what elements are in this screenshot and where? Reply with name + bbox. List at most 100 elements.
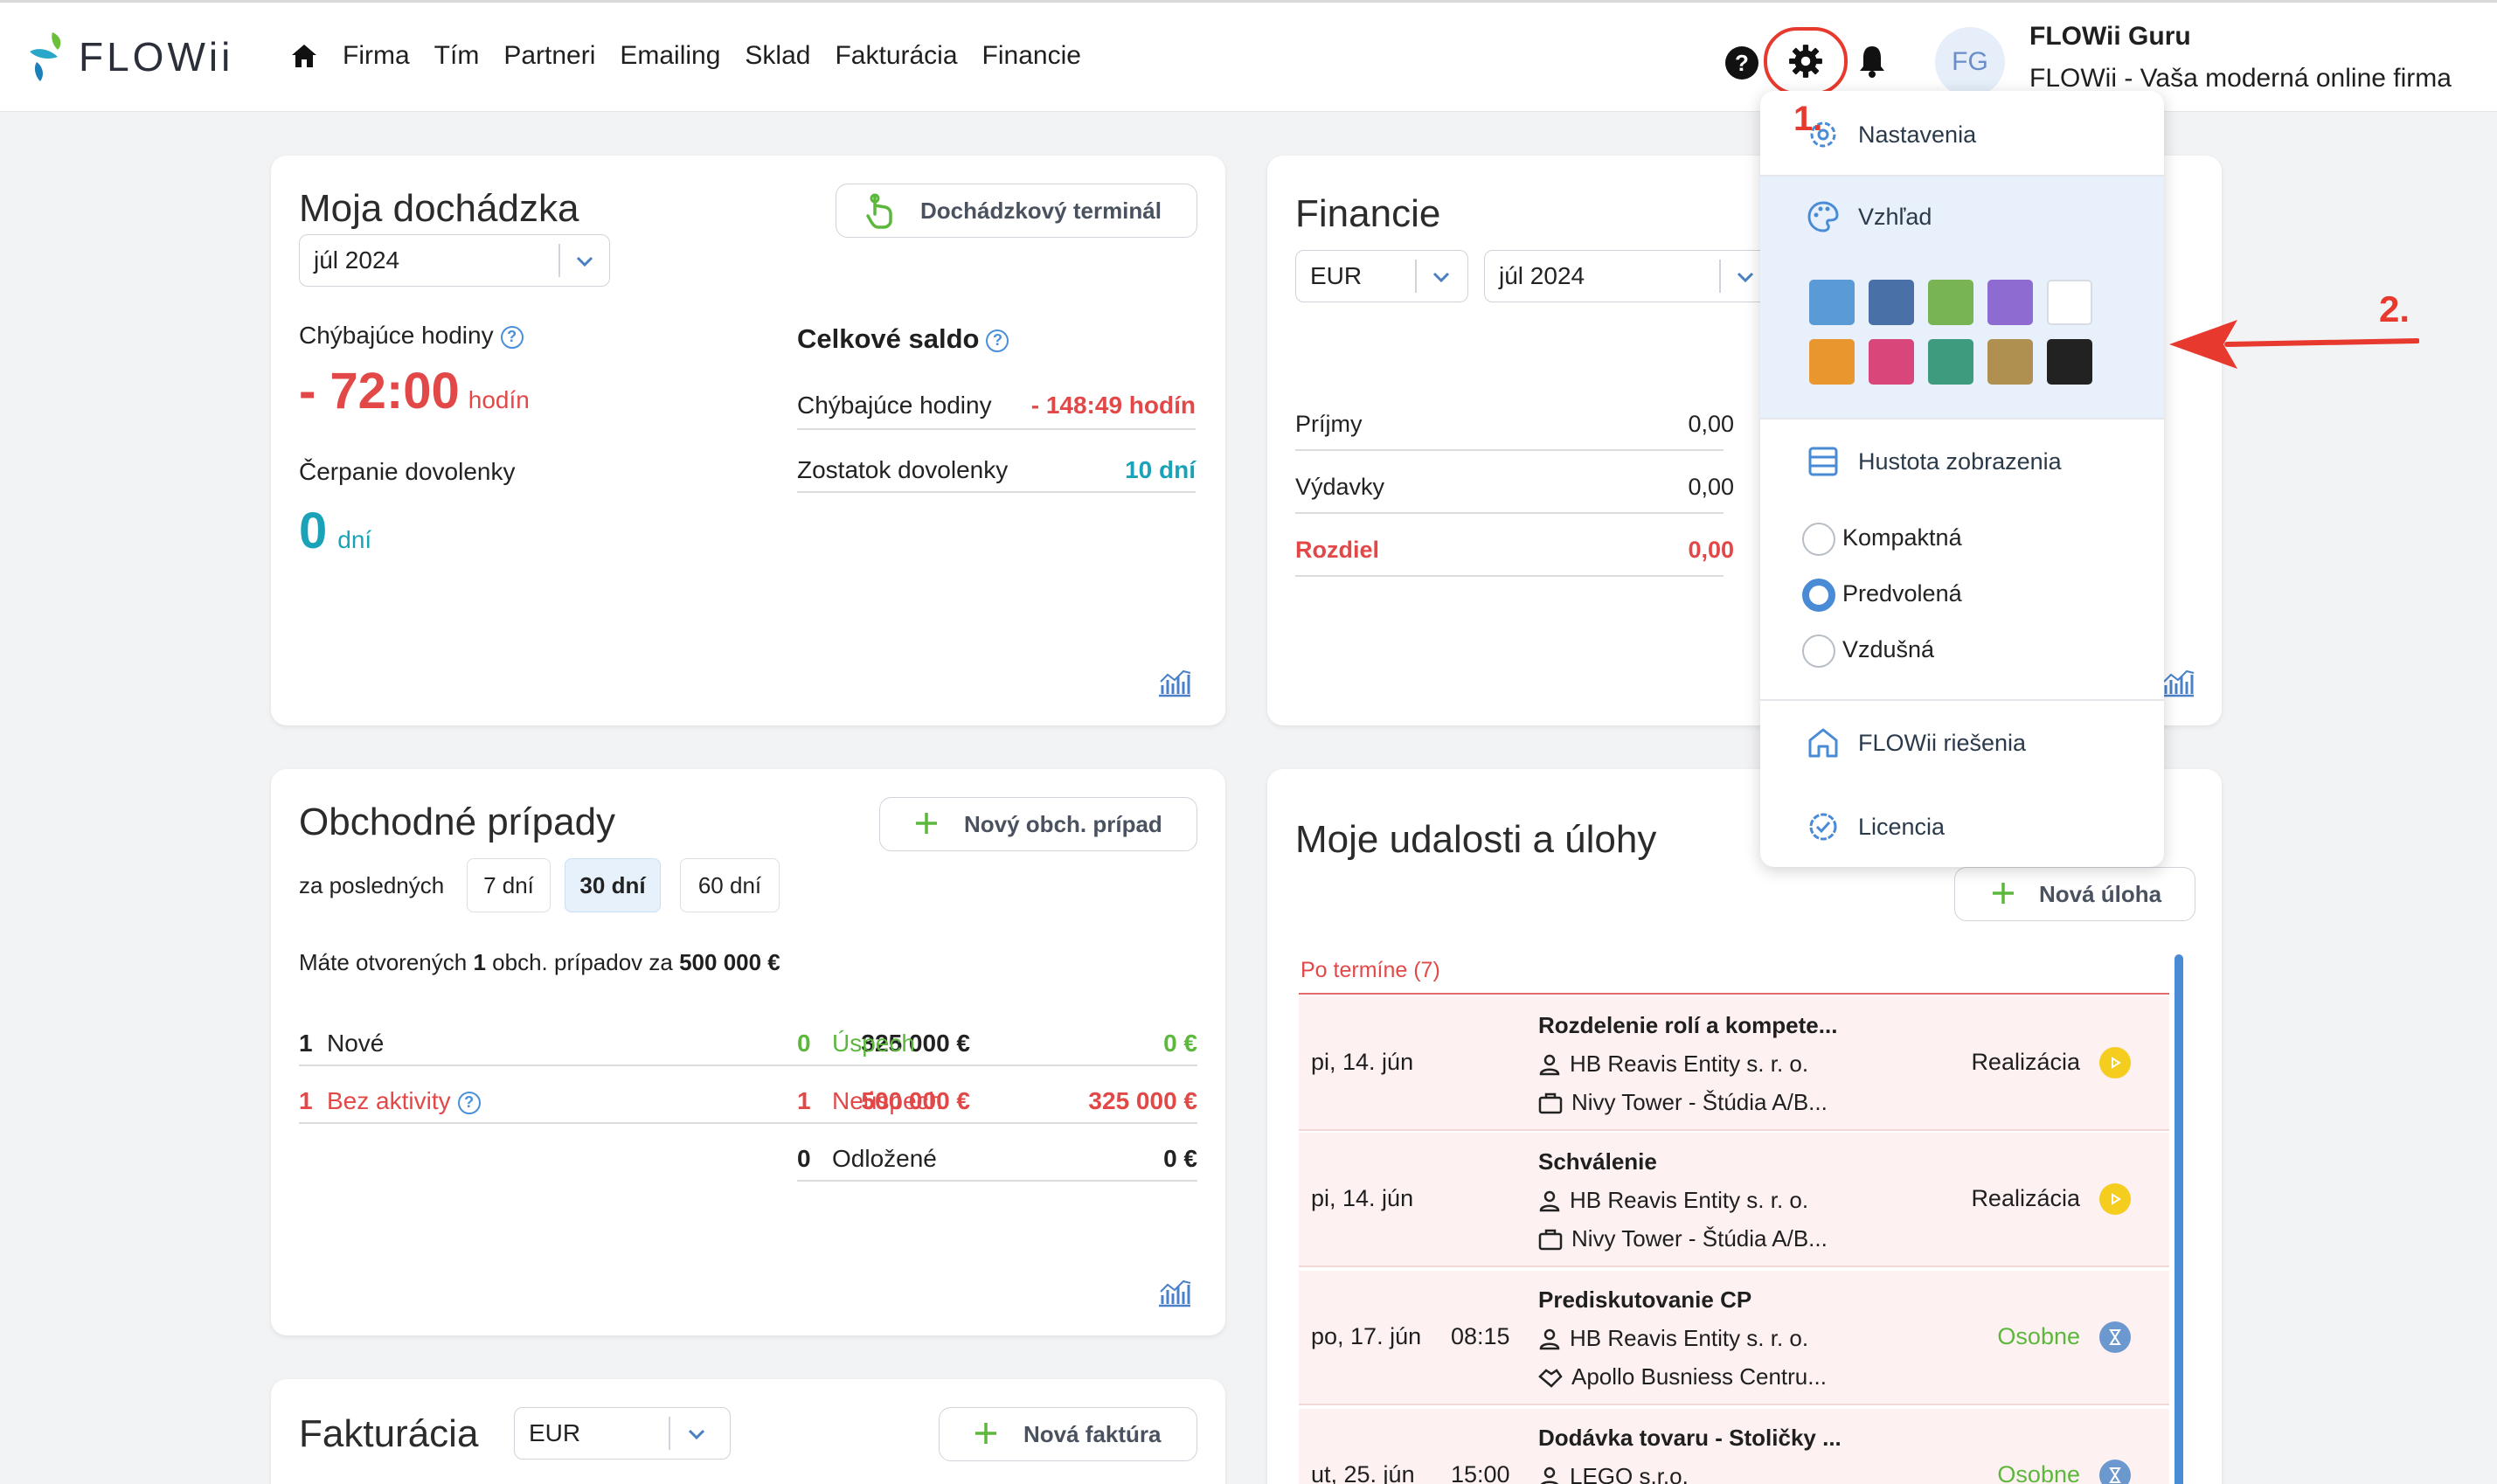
deals-inactive-label[interactable]: Bez aktivity? <box>327 1087 481 1115</box>
task-row[interactable]: pi, 14. jún Schválenie HB Reavis Entity … <box>1299 1133 2169 1267</box>
radio-airy-label[interactable]: Vzdušná <box>1842 636 1935 662</box>
missing-hours-unit: hodín <box>468 386 530 413</box>
new-task-button[interactable]: Nová úloha <box>1954 867 2195 921</box>
main-nav: Firma Tím Partneri Emailing Sklad Faktur… <box>290 41 1081 71</box>
briefcase-icon <box>1538 1229 1563 1250</box>
play-status-icon[interactable] <box>2099 1047 2131 1078</box>
new-deal-button[interactable]: Nový obch. prípad <box>879 797 1197 851</box>
finance-month-select[interactable]: júl 2024 <box>1484 250 1772 302</box>
deals-fail-label[interactable]: Neúspech <box>832 1087 943 1114</box>
deals-new-count: 1 <box>299 1030 313 1057</box>
attendance-month-select[interactable]: júl 2024 <box>299 234 610 287</box>
nav-item-firma[interactable]: Firma <box>343 41 410 70</box>
plus-icon <box>975 1423 996 1444</box>
task-row[interactable]: pi, 14. jún Rozdelenie rolí a kompete...… <box>1299 996 2169 1131</box>
new-invoice-button[interactable]: Nová faktúra <box>939 1407 1197 1461</box>
deals-new-label[interactable]: Nové <box>327 1030 385 1057</box>
color-swatch[interactable] <box>2047 280 2092 325</box>
task-row[interactable]: ut, 25. jún 15:00 Dodávka tovaru - Stoli… <box>1299 1409 2169 1484</box>
deals-success-count: 0 <box>797 1030 811 1057</box>
nav-item-fakturacia[interactable]: Fakturácia <box>835 41 958 70</box>
balance-missing-label: Chýbajúce hodiny <box>797 392 992 419</box>
finance-currency-value: EUR <box>1310 262 1363 289</box>
menu-item-solutions[interactable]: FLOWii riešenia <box>1760 717 2164 769</box>
user-firm: FLOWii - Vaša moderná online firma <box>2029 64 2452 93</box>
color-swatch[interactable] <box>1987 280 2033 325</box>
color-swatch[interactable] <box>1869 280 1914 325</box>
invoicing-currency-select[interactable]: EUR <box>514 1407 731 1460</box>
period-30-days[interactable]: 30 dní <box>565 858 661 912</box>
nav-item-emailing[interactable]: Emailing <box>620 41 721 70</box>
color-swatch[interactable] <box>1928 339 1973 385</box>
chart-stats-icon[interactable] <box>1157 1278 1192 1307</box>
deals-success-label[interactable]: Úspech <box>832 1030 915 1057</box>
color-swatch[interactable] <box>1928 280 1973 325</box>
menu-item-settings[interactable]: Nastavenia <box>1760 108 2164 161</box>
task-title: Schválenie <box>1538 1148 1657 1175</box>
divider <box>797 1064 1197 1066</box>
events-scrollbar[interactable] <box>2174 954 2183 1484</box>
divider <box>1295 575 1724 577</box>
attendance-terminal-button[interactable]: Dochádzkový terminál <box>836 184 1197 238</box>
chart-stats-icon[interactable] <box>1157 668 1192 697</box>
task-time: 08:15 <box>1451 1323 1510 1349</box>
finance-income-label: Príjmy <box>1295 411 1363 437</box>
color-swatch[interactable] <box>1869 339 1914 385</box>
notifications-bell-icon[interactable] <box>1856 43 1888 80</box>
nav-item-partneri[interactable]: Partneri <box>503 41 596 70</box>
radio-default-label[interactable]: Predvolená <box>1842 580 1962 607</box>
help-circle-icon[interactable]: ? <box>986 329 1009 352</box>
deals-inactive-amount: 500 000 € <box>861 1087 970 1114</box>
finance-income-value: 0,00 <box>1688 411 1734 437</box>
menu-item-license[interactable]: Licencia <box>1760 801 2164 853</box>
play-status-icon[interactable] <box>2099 1183 2131 1215</box>
flowii-logo[interactable]: FLOWii <box>26 31 233 83</box>
nav-item-tim[interactable]: Tím <box>434 41 480 70</box>
hourglass-status-icon[interactable] <box>2099 1460 2131 1484</box>
person-icon <box>1539 1054 1560 1075</box>
divider <box>299 1122 972 1124</box>
radio-compact[interactable] <box>1802 523 1835 556</box>
help-icon[interactable]: ? <box>1725 46 1758 80</box>
radio-airy[interactable] <box>1802 635 1835 668</box>
settings-gear-button[interactable] <box>1764 27 1848 95</box>
task-title: Dodávka tovaru - Stoličky ... <box>1538 1425 1842 1451</box>
task-status: Osobne <box>1997 1323 2080 1349</box>
help-circle-icon[interactable]: ? <box>500 325 524 349</box>
radio-compact-label[interactable]: Kompaktná <box>1842 524 1962 551</box>
menu-item-appearance[interactable]: Vzhľad <box>1760 191 2164 243</box>
person-icon <box>1539 1190 1560 1211</box>
divider <box>1760 175 2164 177</box>
home-solutions-icon <box>1808 728 1838 758</box>
color-swatch[interactable] <box>1987 339 2033 385</box>
deals-postponed-label[interactable]: Odložené <box>832 1145 937 1172</box>
finance-difference-label: Rozdiel <box>1295 537 1380 563</box>
color-swatch[interactable] <box>2047 339 2092 385</box>
radio-default[interactable] <box>1802 579 1835 612</box>
avatar[interactable]: FG <box>1935 27 2005 97</box>
finance-difference-value: 0,00 <box>1688 537 1734 563</box>
chart-stats-icon[interactable] <box>2161 668 2195 697</box>
deals-summary: Máte otvorených 1 obch. prípadov za 500 … <box>299 949 780 975</box>
help-circle-icon[interactable]: ? <box>457 1091 481 1114</box>
total-balance-label: Celkové saldo? <box>797 323 1009 355</box>
period-60-days[interactable]: 60 dní <box>680 858 780 912</box>
task-time: 15:00 <box>1451 1461 1510 1484</box>
nav-item-financie[interactable]: Financie <box>981 41 1081 70</box>
home-icon[interactable] <box>290 43 318 69</box>
menu-item-density[interactable]: Hustota zobrazenia <box>1760 435 2164 488</box>
task-title: Rozdelenie rolí a kompete... <box>1538 1012 1838 1038</box>
nav-item-sklad[interactable]: Sklad <box>745 41 811 70</box>
task-date: pi, 14. jún <box>1311 1185 1414 1211</box>
hourglass-status-icon[interactable] <box>2099 1321 2131 1353</box>
missing-hours-display: - 72:00 hodín <box>299 362 530 420</box>
annotation-step-1: 1. <box>1793 100 1823 138</box>
missing-hours-value: - 72:00 <box>299 363 460 420</box>
period-7-days[interactable]: 7 dní <box>467 858 551 912</box>
task-row[interactable]: po, 17. jún 08:15 Prediskutovanie CP HB … <box>1299 1271 2169 1405</box>
settings-cog-icon <box>1810 121 1836 148</box>
finance-currency-select[interactable]: EUR <box>1295 250 1468 302</box>
deals-inactive-count: 1 <box>299 1087 313 1114</box>
color-swatch[interactable] <box>1809 339 1855 385</box>
color-swatch[interactable] <box>1809 280 1855 325</box>
